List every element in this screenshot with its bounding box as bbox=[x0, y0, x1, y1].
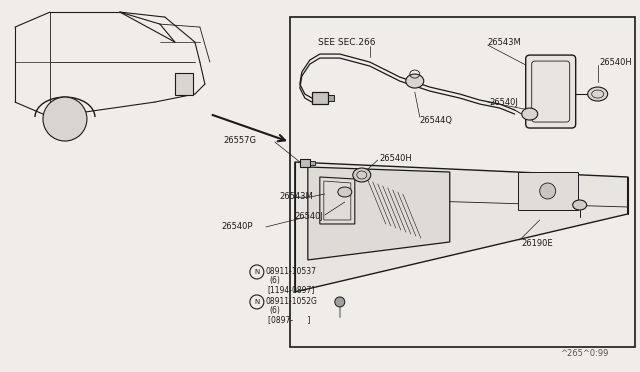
Text: 26543M: 26543M bbox=[488, 38, 522, 46]
Text: 26540J: 26540J bbox=[490, 97, 518, 106]
FancyBboxPatch shape bbox=[525, 55, 576, 128]
Text: ^265^0:99: ^265^0:99 bbox=[560, 349, 608, 358]
Text: 26540P: 26540P bbox=[222, 222, 253, 231]
Text: SEE SEC.266: SEE SEC.266 bbox=[318, 38, 375, 46]
Circle shape bbox=[250, 265, 264, 279]
Bar bbox=[310, 161, 315, 165]
Bar bbox=[300, 159, 310, 167]
Bar bbox=[518, 172, 578, 210]
Text: 08911-1052G: 08911-1052G bbox=[266, 298, 317, 307]
Ellipse shape bbox=[588, 87, 607, 101]
Text: 26540J: 26540J bbox=[295, 212, 324, 221]
Bar bbox=[175, 73, 193, 95]
Text: N: N bbox=[254, 299, 259, 305]
Text: 08911-10537: 08911-10537 bbox=[266, 267, 317, 276]
Ellipse shape bbox=[522, 108, 538, 120]
Text: 26540H: 26540H bbox=[380, 154, 413, 163]
Text: 26190E: 26190E bbox=[522, 240, 554, 248]
Circle shape bbox=[250, 295, 264, 309]
Text: 26544Q: 26544Q bbox=[420, 116, 452, 125]
Text: N: N bbox=[254, 269, 259, 275]
Bar bbox=[290, 17, 635, 347]
Circle shape bbox=[43, 97, 87, 141]
Ellipse shape bbox=[353, 168, 371, 182]
Polygon shape bbox=[295, 162, 628, 292]
Ellipse shape bbox=[406, 74, 424, 88]
Text: [0897-      ]: [0897- ] bbox=[268, 315, 310, 324]
Polygon shape bbox=[308, 167, 450, 260]
Text: 26540H: 26540H bbox=[600, 58, 632, 67]
Ellipse shape bbox=[338, 187, 352, 197]
Text: [1194-0897]: [1194-0897] bbox=[268, 285, 316, 295]
Text: 26543M: 26543M bbox=[280, 192, 314, 202]
Bar bbox=[328, 95, 334, 101]
Polygon shape bbox=[320, 177, 355, 224]
Circle shape bbox=[335, 297, 345, 307]
Bar bbox=[312, 92, 328, 104]
Text: 26557G: 26557G bbox=[224, 135, 257, 145]
Circle shape bbox=[540, 183, 556, 199]
Text: (6): (6) bbox=[270, 276, 281, 285]
Text: (6): (6) bbox=[270, 307, 281, 315]
Ellipse shape bbox=[573, 200, 587, 210]
